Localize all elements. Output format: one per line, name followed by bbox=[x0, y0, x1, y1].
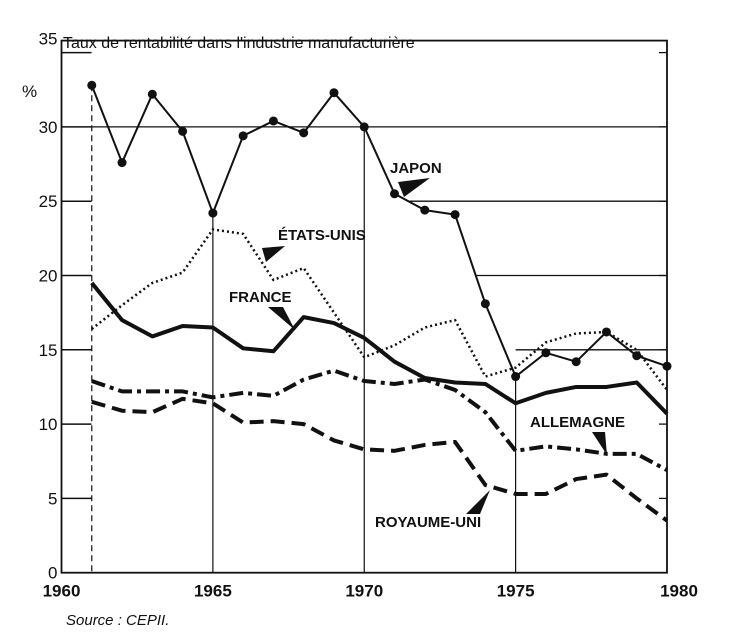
x-tick-label: 1965 bbox=[194, 582, 232, 601]
series-label-japon: JAPON bbox=[390, 160, 442, 177]
data-point bbox=[541, 348, 551, 358]
data-point bbox=[662, 361, 672, 371]
x-tick-label: 1960 bbox=[43, 582, 81, 601]
x-tick-label: 1980 bbox=[660, 582, 698, 601]
series-line-france bbox=[90, 281, 669, 416]
chart-title: Taux de rentabilité dans l'industrie man… bbox=[63, 35, 415, 52]
y-tick-label: 5 bbox=[48, 489, 57, 508]
label-pointer bbox=[268, 307, 295, 330]
data-point bbox=[87, 80, 97, 90]
data-point bbox=[480, 299, 490, 309]
data-point bbox=[208, 208, 218, 218]
series-line-états-unis bbox=[91, 228, 668, 391]
y-tick-label: 30 bbox=[39, 118, 58, 137]
y-tick-label: 25 bbox=[39, 192, 58, 211]
data-point bbox=[511, 372, 521, 382]
y-tick-label: 35 bbox=[39, 30, 58, 49]
y-tick-label: 0 bbox=[48, 564, 57, 583]
y-tick-label: 20 bbox=[39, 267, 58, 286]
label-pointer bbox=[262, 246, 285, 262]
data-point bbox=[147, 89, 157, 99]
y-axis-unit: % bbox=[22, 82, 37, 101]
series-line-japon bbox=[90, 84, 668, 378]
data-point bbox=[238, 131, 248, 141]
label-pointer bbox=[398, 178, 430, 197]
data-point bbox=[268, 116, 278, 126]
data-point bbox=[390, 189, 400, 199]
data-point bbox=[178, 126, 188, 136]
source-note: Source : CEPII. bbox=[66, 612, 169, 629]
series-line-royaume-uni bbox=[91, 396, 669, 523]
data-point bbox=[359, 122, 369, 132]
series-label-royaume-uni: ROYAUME-UNI bbox=[375, 514, 481, 531]
series-label-france: FRANCE bbox=[229, 289, 292, 306]
data-point bbox=[571, 357, 581, 367]
data-point bbox=[299, 128, 309, 138]
plot-frame bbox=[60, 39, 668, 574]
y-tick-label: 15 bbox=[39, 341, 58, 360]
data-point bbox=[450, 210, 460, 220]
series-label-allemagne: ALLEMAGNE bbox=[530, 414, 625, 431]
data-point bbox=[632, 351, 642, 361]
label-pointer bbox=[592, 432, 607, 455]
series-line-allemagne bbox=[91, 368, 668, 472]
x-tick-label: 1970 bbox=[345, 582, 383, 601]
data-point bbox=[329, 88, 339, 98]
data-point bbox=[420, 205, 430, 215]
series-label-états-unis: ÉTATS-UNIS bbox=[278, 227, 366, 244]
label-pointer bbox=[466, 490, 490, 514]
data-point bbox=[117, 158, 127, 168]
y-tick-label: 10 bbox=[39, 415, 58, 434]
x-tick-label: 1975 bbox=[497, 582, 535, 601]
